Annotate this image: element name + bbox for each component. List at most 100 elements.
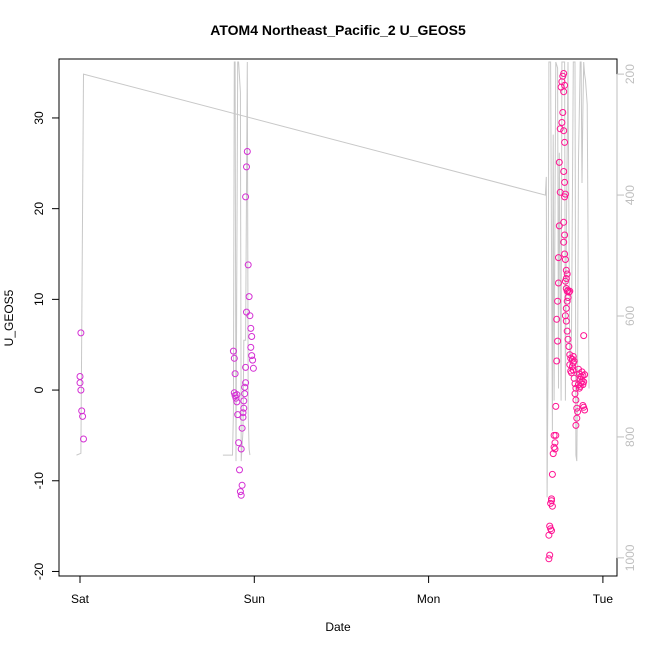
y-tick-label: 20: [32, 202, 46, 216]
y-axis-label: U_GEOS5: [2, 289, 16, 346]
y-axis: -20 -10 0 10 20 30: [32, 111, 60, 580]
data-point: [239, 413, 247, 421]
plot-frame: [58, 58, 618, 577]
data-point: [581, 371, 589, 379]
right-tick-label: 400: [623, 185, 637, 205]
data-point: [551, 445, 559, 453]
data-point: [561, 193, 569, 201]
data-point: [581, 406, 589, 414]
data-point: [77, 386, 85, 394]
data-point: [242, 379, 250, 387]
data-point: [566, 287, 574, 295]
data-point: [564, 335, 572, 343]
data-point: [249, 356, 257, 364]
data-point: [562, 317, 570, 325]
data-point: [242, 193, 250, 201]
data-point: [560, 218, 568, 226]
pressure-line: [222, 61, 251, 462]
data-point: [560, 238, 568, 246]
data-point: [239, 409, 247, 417]
x-tick-label: Sat: [71, 592, 90, 606]
data-point: [233, 391, 241, 399]
data-point: [238, 424, 246, 432]
data-point: [558, 119, 566, 126]
data-point: [554, 297, 562, 305]
data-point: [76, 373, 84, 380]
data-point: [556, 125, 564, 133]
data-point: [80, 435, 87, 443]
right-tick-label: 600: [623, 306, 637, 326]
data-point: [236, 466, 243, 474]
data-point: [245, 293, 253, 301]
right-tick-label: 200: [623, 64, 637, 84]
data-point: [552, 402, 560, 410]
data-point: [236, 488, 244, 496]
data-point: [555, 254, 562, 262]
data-point: [575, 384, 583, 392]
data-point: [248, 333, 256, 340]
y-tick-label: 10: [32, 292, 46, 306]
data-point: [230, 354, 238, 362]
x-axis: Sat Sun Mon Tue: [71, 575, 614, 606]
data-point: [561, 256, 569, 263]
data-point: [241, 383, 249, 391]
data-point: [243, 308, 250, 316]
data-point: [559, 109, 567, 116]
x-tick-label: Sun: [244, 592, 265, 606]
data-point: [249, 364, 257, 372]
data-point: [554, 337, 562, 345]
data-point: [546, 551, 554, 559]
data-point: [246, 312, 254, 320]
data-point: [248, 352, 256, 360]
data-point: [243, 148, 251, 155]
data-point: [243, 163, 250, 171]
data-point: [561, 277, 569, 285]
chart-title: ATOM4 Northeast_Pacific_2 U_GEOS5: [210, 22, 466, 38]
data-point: [229, 347, 237, 355]
data-point: [562, 266, 570, 274]
data-point: [555, 222, 563, 230]
y-tick-label: 0: [32, 386, 46, 393]
data-point: [553, 315, 561, 323]
data-point: [242, 363, 250, 371]
data-point: [561, 231, 569, 239]
data-point: [572, 396, 580, 404]
data-point: [579, 402, 587, 409]
data-point: [561, 178, 569, 186]
data-point: [570, 357, 578, 365]
data-point: [233, 398, 241, 406]
data-point: [560, 88, 568, 96]
data-point: [555, 279, 562, 287]
data-point: [561, 138, 569, 146]
right-axis: 200 400 600 800 1000: [616, 64, 637, 571]
data-point: [549, 450, 557, 458]
points-group: [76, 70, 589, 563]
y-tick-label: -20: [32, 562, 46, 580]
data-point: [548, 497, 555, 505]
data-point: [555, 158, 563, 166]
data-point: [548, 470, 556, 478]
data-point: [573, 404, 581, 412]
data-point: [240, 397, 248, 405]
data-point: [545, 555, 553, 563]
data-point: [569, 353, 577, 360]
data-point: [565, 343, 573, 350]
data-point: [244, 261, 252, 269]
x-tick-label: Tue: [593, 592, 614, 606]
data-point: [232, 394, 240, 402]
x-axis-label: Date: [325, 620, 351, 634]
data-point: [235, 439, 243, 447]
data-point: [563, 297, 571, 305]
data-point: [561, 190, 569, 198]
data-point: [237, 445, 245, 453]
data-point: [241, 390, 249, 398]
data-point: [238, 481, 246, 489]
right-tick-label: 800: [623, 427, 637, 447]
data-point: [573, 414, 581, 422]
y-tick-label: 30: [32, 111, 46, 125]
data-point: [240, 404, 248, 412]
data-point: [569, 366, 577, 374]
data-point: [548, 527, 555, 535]
data-point: [563, 270, 571, 278]
data-point: [553, 357, 561, 365]
